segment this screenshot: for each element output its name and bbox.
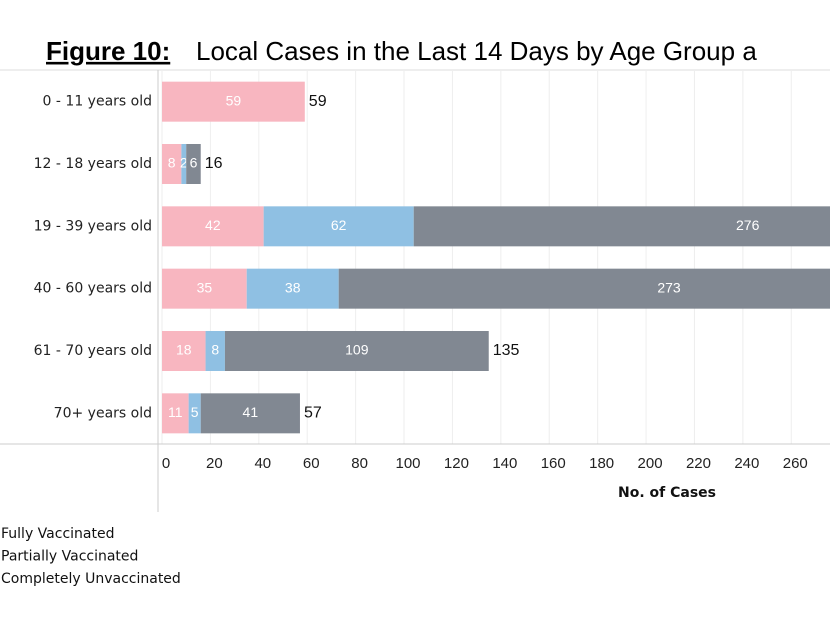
total-label: 57 <box>304 405 322 422</box>
segment-label: 8 <box>168 155 176 171</box>
segment-label: 62 <box>331 217 347 233</box>
title-prefix: Figure 10: <box>46 36 170 66</box>
segment-label: 2 <box>180 155 188 171</box>
bar-segment <box>162 206 264 247</box>
x-axis-label: No. of Cases <box>618 485 716 501</box>
segment-label: 5 <box>191 404 199 420</box>
segment-label: 273 <box>657 279 681 295</box>
x-tick-label: 60 <box>303 455 320 472</box>
total-label: 135 <box>493 342 520 359</box>
x-tick-label: 220 <box>686 455 711 472</box>
segment-label: 8 <box>211 342 219 358</box>
bar-segment <box>162 331 206 371</box>
segment-label: 6 <box>190 155 198 171</box>
segment-label: 276 <box>736 217 760 233</box>
x-tick-label: 140 <box>492 455 517 472</box>
bar-segment <box>188 393 201 434</box>
segment-label: 41 <box>243 404 259 420</box>
bar-segment <box>162 81 305 122</box>
bar-segment <box>162 144 182 184</box>
x-tick-label: 0 <box>162 455 170 472</box>
bar-segment <box>224 331 489 371</box>
bar-segment <box>162 268 247 309</box>
segment-label: 109 <box>345 342 369 358</box>
segment-label: 59 <box>226 92 242 108</box>
x-tick-label: 160 <box>541 455 566 472</box>
x-tick-label: 200 <box>638 455 663 472</box>
segment-label: 18 <box>176 342 192 358</box>
x-tick-label: 120 <box>444 455 469 472</box>
segment-label: 38 <box>285 279 301 295</box>
y-tick-label: 70+ years old <box>54 405 152 421</box>
y-tick-label: 40 - 60 years old <box>34 281 152 297</box>
segment-label: 42 <box>205 217 221 233</box>
x-tick-label: 260 <box>783 455 808 472</box>
bar-segment <box>263 206 414 247</box>
total-label: 16 <box>205 155 223 172</box>
legend-entry: Fully Vaccinated <box>1 526 114 542</box>
y-tick-label: 12 - 18 years old <box>34 156 152 172</box>
bar-segment <box>186 144 201 184</box>
y-tick-label: 19 - 39 years old <box>34 218 152 234</box>
x-tick-label: 80 <box>351 455 368 472</box>
y-tick-label: 0 - 11 years old <box>43 94 152 110</box>
bar-segment <box>246 268 339 309</box>
x-tick-label: 180 <box>589 455 614 472</box>
x-tick-label: 100 <box>396 455 421 472</box>
x-tick-label: 40 <box>254 455 271 472</box>
bar-segment <box>413 206 830 247</box>
total-label: 59 <box>309 93 327 110</box>
bar-segment <box>205 331 225 371</box>
bar-segment <box>200 393 300 434</box>
x-tick-label: 20 <box>206 455 223 472</box>
segment-label: 11 <box>168 404 183 420</box>
legend-entry: Partially Vaccinated <box>1 549 138 565</box>
bar-segment <box>162 393 189 434</box>
bar-segment <box>181 144 187 184</box>
legend-entry: Completely Unvaccinated <box>1 571 181 587</box>
segment-label: 35 <box>197 279 213 295</box>
x-tick-label: 240 <box>734 455 759 472</box>
bar-segment <box>338 268 830 309</box>
y-tick-label: 61 - 70 years old <box>34 343 152 359</box>
chart-title: Local Cases in the Last 14 Days by Age G… <box>196 36 757 66</box>
